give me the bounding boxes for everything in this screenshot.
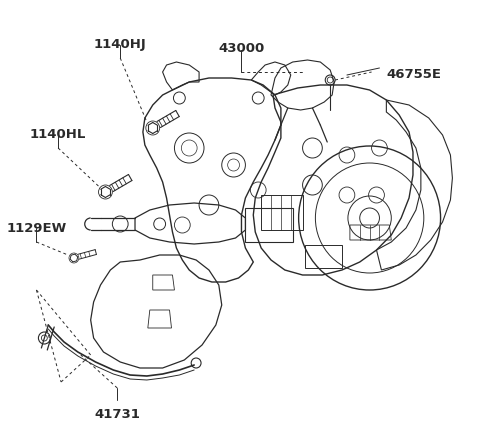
Text: 1140HJ: 1140HJ: [94, 38, 146, 51]
Text: 1140HL: 1140HL: [30, 128, 86, 141]
Text: 41731: 41731: [95, 408, 140, 421]
Text: 46755E: 46755E: [386, 68, 442, 81]
Text: 43000: 43000: [218, 42, 264, 55]
Text: 1129EW: 1129EW: [6, 222, 67, 235]
